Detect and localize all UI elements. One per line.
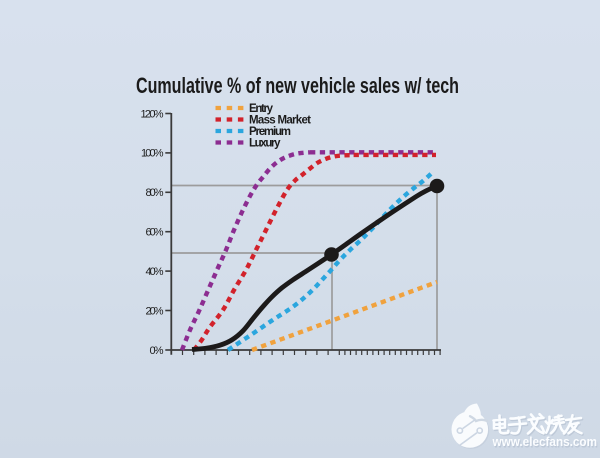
svg-text:120%: 120% xyxy=(141,108,164,120)
svg-text:40%: 40% xyxy=(146,266,164,278)
svg-text:Mass Market: Mass Market xyxy=(249,115,311,127)
svg-text:100%: 100% xyxy=(141,148,164,160)
svg-text:80%: 80% xyxy=(146,187,164,199)
svg-text:60%: 60% xyxy=(146,227,164,239)
svg-text:Luxury: Luxury xyxy=(249,138,281,150)
svg-text:www.elecfans.com: www.elecfans.com xyxy=(493,436,598,450)
svg-text:www.elecfans.com: www.elecfans.com xyxy=(492,435,597,449)
svg-text:Entry: Entry xyxy=(249,103,274,115)
svg-text:Premium: Premium xyxy=(249,126,291,138)
svg-text:0%: 0% xyxy=(150,345,164,357)
svg-text:Cumulative % of new vehicle sa: Cumulative % of new vehicle sales w/ tec… xyxy=(136,73,459,98)
svg-text:20%: 20% xyxy=(146,305,164,317)
